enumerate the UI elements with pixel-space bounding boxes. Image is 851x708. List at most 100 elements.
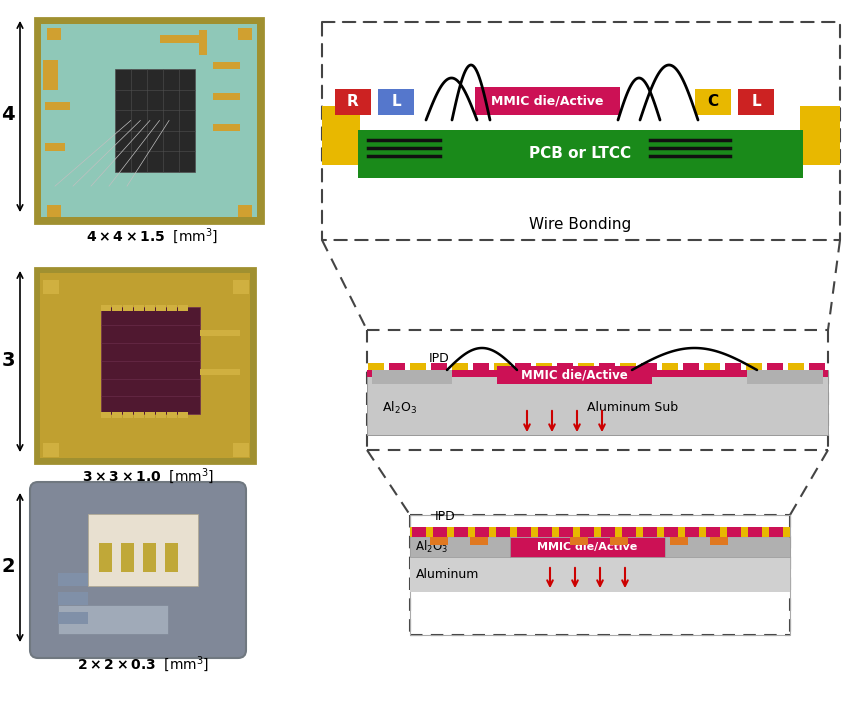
Bar <box>410 557 790 592</box>
Bar <box>58 573 88 586</box>
Bar <box>710 537 728 545</box>
Bar <box>358 130 803 178</box>
Bar <box>767 363 783 370</box>
Text: Wire Bonding: Wire Bonding <box>528 217 631 232</box>
Bar <box>670 537 688 545</box>
Bar <box>35 217 263 223</box>
Bar <box>167 412 177 418</box>
Bar <box>601 527 615 537</box>
Bar <box>557 363 573 370</box>
Bar <box>213 62 240 69</box>
Bar <box>35 458 255 463</box>
Bar <box>165 543 178 571</box>
Bar <box>412 527 426 537</box>
Bar <box>510 537 665 557</box>
Bar <box>156 305 166 311</box>
Bar <box>643 527 657 537</box>
Bar <box>578 363 594 370</box>
Bar <box>497 366 652 384</box>
Bar <box>494 363 510 370</box>
Bar <box>143 543 157 571</box>
Bar <box>43 280 59 294</box>
Text: $\mathbf{2 \times 2 \times 0.3}$  [mm$^3$]: $\mathbf{2 \times 2 \times 0.3}$ [mm$^3$… <box>77 654 209 674</box>
Bar <box>410 527 790 537</box>
Bar <box>99 543 112 571</box>
Bar <box>35 18 263 24</box>
Bar <box>473 363 489 370</box>
Bar <box>683 363 699 370</box>
Bar <box>452 363 468 370</box>
Bar <box>35 268 255 273</box>
Text: 4: 4 <box>1 105 14 125</box>
Bar <box>517 527 531 537</box>
Bar <box>167 305 177 311</box>
Bar <box>257 18 263 223</box>
Bar <box>367 370 828 435</box>
Text: $\mathbf{3 \times 3 \times 1.0}$  [mm$^3$]: $\mathbf{3 \times 3 \times 1.0}$ [mm$^3$… <box>82 466 214 486</box>
Bar <box>156 412 166 418</box>
Bar <box>178 412 188 418</box>
Bar <box>570 537 588 545</box>
Text: C: C <box>707 94 718 110</box>
Bar <box>58 612 88 624</box>
Text: 3: 3 <box>1 350 14 370</box>
Bar <box>101 307 200 414</box>
Bar <box>45 143 65 152</box>
Bar <box>610 537 628 545</box>
Text: MMIC die/Active: MMIC die/Active <box>537 542 637 552</box>
Bar <box>769 527 783 537</box>
Bar <box>706 527 720 537</box>
Text: L: L <box>751 94 761 110</box>
Bar <box>538 527 552 537</box>
Bar <box>134 305 144 311</box>
Bar <box>454 527 468 537</box>
Bar <box>322 106 360 118</box>
Bar <box>372 370 452 384</box>
Bar <box>665 537 790 557</box>
Bar <box>250 268 255 463</box>
Bar <box>389 363 405 370</box>
Bar <box>410 515 790 635</box>
Bar <box>809 363 825 370</box>
Bar <box>238 28 252 40</box>
Bar <box>475 527 489 537</box>
Text: PCB or LTCC: PCB or LTCC <box>529 147 631 161</box>
Bar <box>738 89 774 115</box>
Bar <box>134 412 144 418</box>
Text: Al$_2$O$_3$: Al$_2$O$_3$ <box>382 399 417 416</box>
Bar <box>160 35 200 42</box>
Bar <box>746 363 762 370</box>
Text: IPD: IPD <box>429 351 449 365</box>
Bar <box>475 87 620 115</box>
Text: Al$_2$O$_3$: Al$_2$O$_3$ <box>415 539 448 555</box>
Bar <box>115 69 195 172</box>
Text: MMIC die/Active: MMIC die/Active <box>491 94 603 108</box>
Bar <box>123 412 133 418</box>
Text: $\mathbf{4 \times 4 \times 1.5}$  [mm$^3$]: $\mathbf{4 \times 4 \times 1.5}$ [mm$^3$… <box>86 226 218 246</box>
Bar <box>725 363 741 370</box>
Text: Aluminum: Aluminum <box>416 568 479 581</box>
Bar <box>112 305 122 311</box>
Bar <box>47 205 61 217</box>
Bar <box>559 527 573 537</box>
Bar <box>685 527 699 537</box>
Text: 2: 2 <box>1 557 14 576</box>
Bar <box>213 124 240 131</box>
Bar <box>123 305 133 311</box>
Bar <box>641 363 657 370</box>
Bar <box>238 205 252 217</box>
Bar <box>800 110 840 165</box>
Bar <box>620 363 636 370</box>
Bar <box>233 443 249 457</box>
Bar <box>470 537 488 545</box>
Bar <box>322 110 360 165</box>
Bar <box>727 527 741 537</box>
Bar <box>335 89 371 115</box>
Text: R: R <box>347 94 359 110</box>
Bar <box>788 363 804 370</box>
Bar <box>213 93 240 100</box>
FancyBboxPatch shape <box>30 482 246 658</box>
Bar <box>88 514 198 586</box>
Bar <box>368 363 384 370</box>
Bar <box>199 30 207 55</box>
